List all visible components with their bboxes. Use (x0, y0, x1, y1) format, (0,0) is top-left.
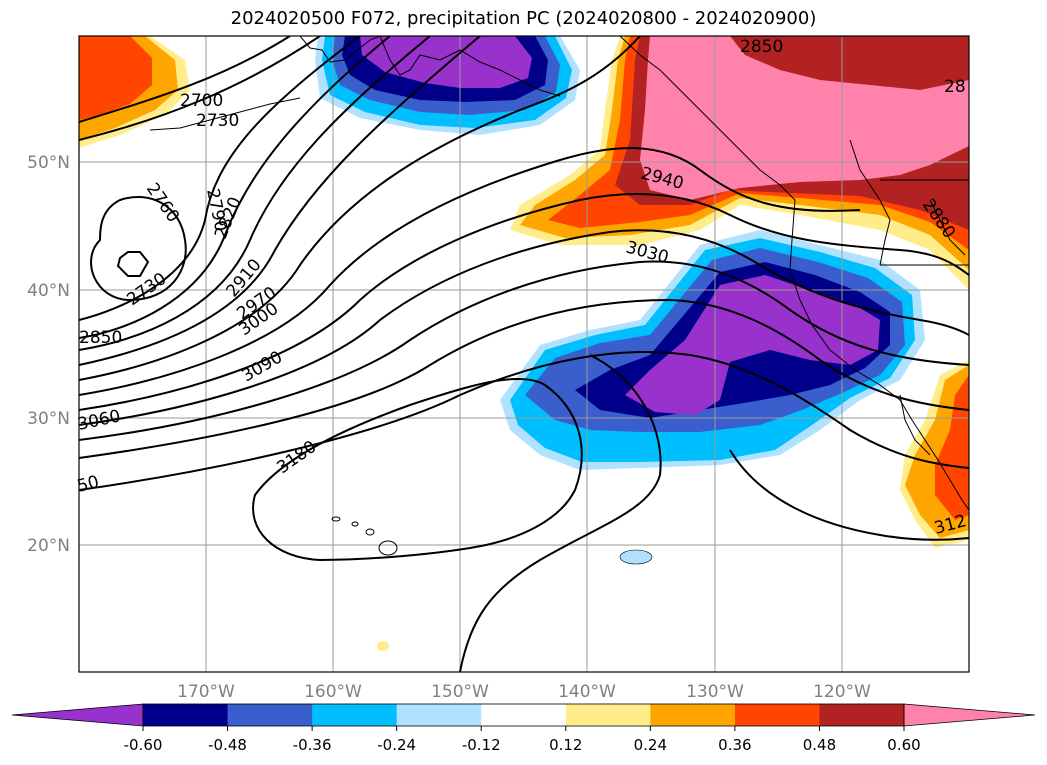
colorbar-label: 0.48 (803, 736, 836, 754)
colorbar-segment (565, 704, 651, 726)
colorbar-label: -0.12 (462, 736, 501, 754)
lon-label: 160°W (304, 682, 362, 702)
map-frame (78, 35, 970, 673)
colorbar-segment (650, 704, 736, 726)
colorbar-segment (312, 704, 398, 726)
colorbar-label: 0.36 (718, 736, 751, 754)
lat-label: 30°N (27, 409, 70, 429)
lat-label: 50°N (27, 153, 70, 173)
colorbar-segment (227, 704, 313, 726)
map-plot-area (79, 36, 969, 672)
negative-anomaly-region-gulf-of-alaska (315, 36, 580, 135)
colorbar: -0.60 -0.48 -0.36 -0.24 -0.12 0.12 0.24 0.36 0.4… (11, 703, 1036, 754)
small-negative-blob (619, 549, 653, 565)
colorbar-segment (481, 704, 567, 726)
colorbar-segment (396, 704, 482, 726)
coastlines (149, 36, 969, 511)
lon-label: 140°W (558, 682, 616, 702)
height-contours (79, 36, 969, 672)
contour-label: 2730 (196, 111, 239, 131)
colorbar-label: -0.60 (124, 736, 163, 754)
colorbar-label: -0.48 (208, 736, 247, 754)
contour-label: 28 (944, 77, 966, 97)
longitude-labels: 170°W 160°W 150°W 140°W 130°W 120°W (177, 682, 871, 702)
lon-label: 170°W (177, 682, 235, 702)
colorbar-label: -0.24 (377, 736, 416, 754)
colorbar-label: 0.60 (887, 736, 920, 754)
small-positive-blob (377, 641, 389, 651)
lon-label: 150°W (431, 682, 489, 702)
contour-label: 2700 (180, 91, 223, 111)
positive-anomaly-region-northeast (510, 36, 969, 290)
contour-label: 2850 (79, 328, 122, 348)
lat-label: 20°N (27, 536, 70, 556)
colorbar-segment (143, 704, 229, 726)
colorbar-frame (142, 703, 905, 727)
map-title: 2024020500 F072, precipitation PC (20240… (230, 8, 817, 29)
colorbar-label: 0.24 (634, 736, 667, 754)
lon-label: 120°W (813, 682, 871, 702)
colorbar-segment (819, 704, 905, 726)
graticule (79, 36, 969, 672)
latitude-labels: 50°N 40°N 30°N 20°N (27, 153, 70, 556)
lat-label: 40°N (27, 281, 70, 301)
colorbar-segment (734, 704, 820, 726)
hawaii-islands (331, 516, 398, 556)
lon-label: 130°W (686, 682, 744, 702)
contour-label: 2850 (740, 37, 783, 57)
colorbar-extend-low (11, 703, 144, 727)
colorbar-label: -0.36 (293, 736, 332, 754)
colorbar-label: 0.12 (549, 736, 582, 754)
colorbar-extend-high (903, 703, 1036, 727)
